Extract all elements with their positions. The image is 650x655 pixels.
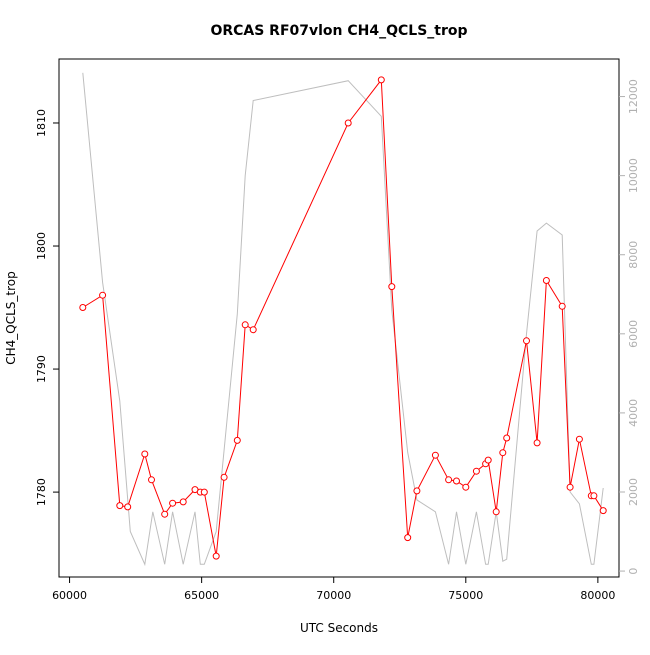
data-point: [212, 552, 220, 560]
data-point: [453, 477, 460, 485]
y-tick-label: 1810: [35, 109, 48, 137]
data-point: [472, 467, 480, 475]
series-layer: [79, 72, 607, 567]
data-point: [431, 451, 439, 459]
x-tick-label: 80000: [580, 589, 615, 602]
y-axis-left: 1780 1790 1800 1810: [35, 109, 59, 506]
data-point: [590, 492, 598, 500]
data-point: [503, 434, 511, 442]
x-tick-label: 70000: [316, 589, 351, 602]
data-point: [200, 488, 208, 496]
data-point: [169, 499, 177, 507]
chart-title: ORCAS RF07vlon CH4_QCLS_trop: [210, 23, 467, 39]
data-point: [462, 483, 470, 491]
y-axis-right: 0 2000 4000 6000 8000 10000 12000: [619, 79, 640, 575]
data-point: [241, 321, 249, 329]
data-point: [179, 498, 187, 506]
data-point: [566, 483, 574, 491]
x-axis-label: UTC Seconds: [300, 621, 378, 635]
data-point: [377, 76, 385, 84]
secondary-series-line: [82, 72, 604, 567]
data-point: [413, 487, 421, 495]
data-point: [523, 337, 530, 345]
data-point: [558, 302, 566, 310]
data-point: [249, 326, 257, 334]
x-axis: 60000 65000 70000 75000 80000: [52, 577, 615, 602]
y-tick-label: 1780: [35, 478, 48, 506]
y2-tick-label: 4000: [627, 399, 640, 427]
data-point: [542, 277, 550, 284]
y-tick-label: 1800: [35, 232, 48, 260]
y-axis-label: CH4_QCLS_trop: [4, 271, 18, 365]
data-point: [116, 502, 124, 510]
y2-tick-label: 10000: [627, 158, 640, 193]
x-tick-label: 60000: [52, 589, 87, 602]
y2-tick-label: 6000: [627, 320, 640, 348]
data-point: [445, 476, 453, 484]
y2-tick-label: 2000: [627, 478, 640, 506]
plot-frame: [58, 58, 620, 578]
data-point: [124, 503, 132, 511]
data-point: [161, 510, 169, 518]
y2-tick-label: 12000: [627, 79, 640, 114]
data-point: [344, 119, 352, 127]
data-point: [148, 476, 155, 484]
data-point: [575, 435, 583, 443]
data-point: [141, 450, 149, 458]
data-point: [533, 439, 541, 447]
x-tick-label: 75000: [448, 589, 483, 602]
data-point: [79, 304, 87, 311]
y-tick-label: 1790: [35, 355, 48, 383]
x-tick-label: 65000: [184, 589, 219, 602]
data-point: [599, 507, 607, 515]
data-point: [499, 449, 507, 457]
data-point: [220, 473, 228, 481]
data-point: [484, 456, 492, 464]
data-point: [99, 291, 107, 299]
data-point: [233, 436, 241, 444]
data-point: [388, 283, 396, 291]
data-point: [404, 534, 412, 542]
y2-tick-label: 8000: [627, 241, 640, 269]
y2-tick-label: 0: [627, 568, 640, 575]
data-point: [492, 508, 500, 516]
